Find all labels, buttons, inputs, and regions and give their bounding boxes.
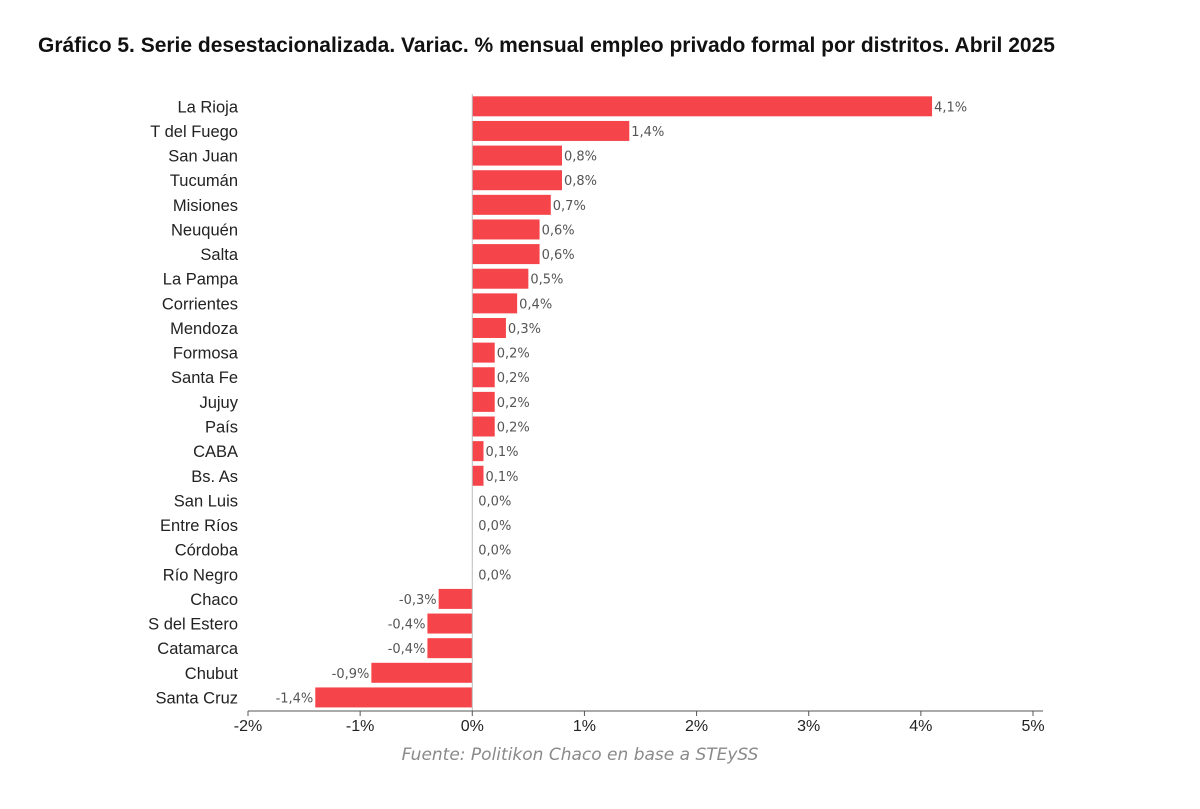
bar (472, 219, 540, 240)
bar (472, 441, 484, 462)
x-tick-label: 4% (909, 718, 932, 735)
bar (472, 96, 933, 117)
category-label: Tucumán (170, 172, 238, 190)
chart-title: Gráfico 5. Serie desestacionalizada. Var… (38, 34, 1055, 57)
bar (472, 416, 495, 437)
category-label: T del Fuego (150, 123, 238, 141)
value-label: 0,0% (478, 494, 511, 509)
value-label: 0,0% (478, 568, 511, 583)
category-label: S del Estero (148, 616, 238, 634)
bar (472, 465, 484, 486)
value-label: 4,1% (934, 100, 967, 115)
value-label: -1,4% (276, 691, 314, 706)
category-label: Santa Cruz (155, 689, 238, 707)
value-label: 0,6% (542, 223, 575, 238)
bar (472, 293, 518, 314)
value-label: 0,0% (478, 519, 511, 534)
bar (472, 244, 540, 265)
value-label: 0,5% (530, 273, 563, 288)
bar (472, 391, 495, 412)
value-label: 0,1% (486, 470, 519, 485)
category-label: La Rioja (177, 98, 238, 116)
category-label: San Juan (168, 148, 238, 166)
x-tick-label: 5% (1021, 718, 1044, 735)
category-label: CABA (193, 443, 238, 461)
category-label: Entre Ríos (160, 517, 238, 535)
category-label: Misiones (173, 197, 238, 215)
bar (472, 194, 551, 215)
category-label: Catamarca (157, 640, 239, 658)
bar (472, 145, 562, 166)
x-tick-label: 1% (573, 718, 596, 735)
category-label: Córdoba (175, 542, 239, 560)
value-label: 0,2% (497, 396, 530, 411)
value-label: -0,9% (332, 667, 370, 682)
bar (472, 268, 529, 289)
category-label: Salta (200, 246, 238, 264)
bar (472, 342, 495, 363)
bar (472, 317, 506, 338)
bar (472, 120, 630, 141)
x-tick-label: -1% (346, 718, 374, 735)
category-label: Corrientes (162, 295, 238, 313)
value-label: 0,2% (497, 421, 530, 436)
category-label: San Luis (174, 492, 238, 510)
value-label: 0,7% (553, 199, 586, 214)
category-label: Chaco (190, 591, 238, 609)
value-label: 0,3% (508, 322, 541, 337)
x-tick-label: 2% (685, 718, 708, 735)
value-label: 0,1% (486, 445, 519, 460)
value-label: 0,6% (542, 248, 575, 263)
category-label: Río Negro (163, 566, 238, 584)
bar (427, 613, 473, 634)
value-label: -0,3% (399, 593, 437, 608)
category-label: Chubut (185, 665, 239, 683)
category-label: Santa Fe (171, 369, 238, 387)
value-label: -0,4% (388, 618, 426, 633)
value-label: -0,4% (388, 642, 426, 657)
value-label: 1,4% (631, 125, 664, 140)
category-label: Jujuy (199, 394, 238, 412)
source-note: Fuente: Politikon Chaco en base a STEySS (401, 745, 759, 765)
category-label: Formosa (173, 345, 239, 363)
category-label: Neuquén (171, 221, 238, 239)
category-label: Bs. As (191, 468, 238, 486)
x-tick-label: 0% (461, 718, 484, 735)
bar (472, 170, 562, 191)
x-tick-label: -2% (234, 718, 262, 735)
bar (472, 367, 495, 388)
category-label: Mendoza (170, 320, 239, 338)
x-tick-label: 3% (797, 718, 820, 735)
bar (315, 687, 473, 708)
value-label: 0,4% (519, 297, 552, 312)
value-label: 0,2% (497, 371, 530, 386)
value-label: 0,8% (564, 174, 597, 189)
value-label: 0,0% (478, 544, 511, 559)
value-label: 0,2% (497, 347, 530, 362)
bar (427, 638, 473, 659)
bar (371, 662, 473, 683)
category-label: País (205, 419, 238, 437)
value-label: 0,8% (564, 150, 597, 165)
bar (438, 588, 473, 609)
category-label: La Pampa (163, 271, 239, 289)
